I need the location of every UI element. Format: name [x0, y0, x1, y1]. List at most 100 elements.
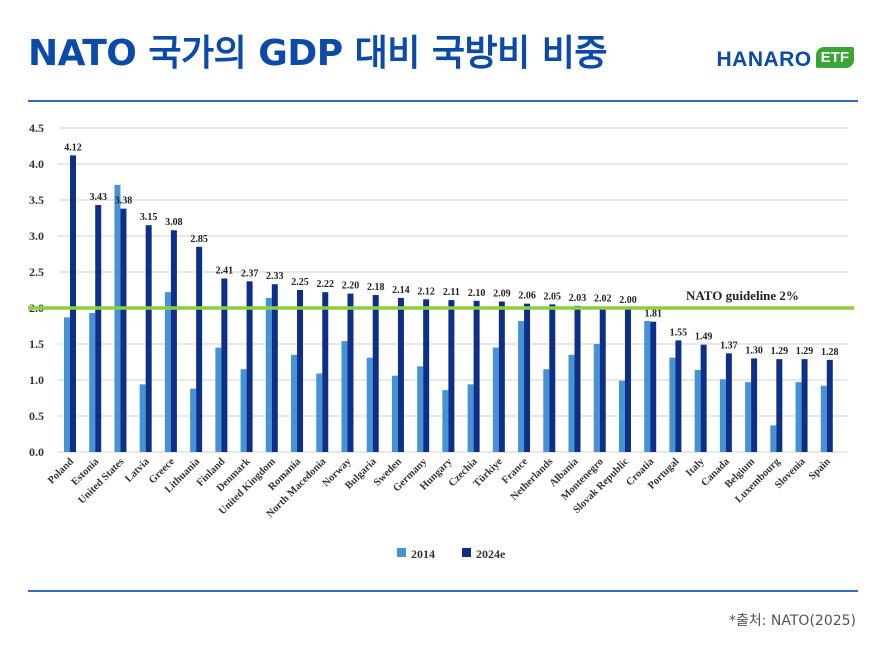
- bar-2014: [442, 390, 449, 452]
- legend-swatch-2024e: [462, 548, 471, 557]
- bar-2014: [215, 347, 222, 452]
- bar-2014: [593, 344, 600, 452]
- y-tick-label: 1.5: [29, 337, 44, 351]
- bar-2014: [190, 388, 197, 452]
- bar-2024e: [776, 359, 783, 452]
- bar-2024e: [801, 359, 808, 452]
- data-label-2024e: 2.33: [266, 271, 284, 282]
- top-divider: [28, 100, 858, 102]
- bar-2014: [719, 379, 726, 452]
- bar-2024e: [448, 300, 455, 452]
- y-tick-label: 4.5: [29, 121, 44, 135]
- bar-2024e: [624, 308, 631, 452]
- page-title: NATO 국가의 GDP 대비 국방비 비중: [28, 33, 608, 74]
- bar-2024e: [347, 293, 354, 452]
- bar-2014: [164, 292, 171, 452]
- data-label-2024e: 2.03: [569, 293, 587, 304]
- y-tick-label: 0.5: [29, 409, 44, 423]
- data-label-2024e: 3.38: [115, 196, 133, 207]
- y-tick-label: 4.0: [29, 157, 44, 171]
- bar-2014: [366, 357, 373, 452]
- data-label-2024e: 1.81: [644, 309, 662, 320]
- data-label-2024e: 1.28: [821, 347, 839, 358]
- bar-2024e: [473, 300, 480, 452]
- bar-2024e: [725, 353, 732, 452]
- data-label-2024e: 1.49: [695, 332, 713, 343]
- bar-2024e: [826, 359, 833, 452]
- data-label-2024e: 2.11: [443, 287, 460, 298]
- data-label-2024e: 2.37: [241, 268, 259, 279]
- bar-2024e: [196, 246, 203, 452]
- bar-2024e: [423, 299, 430, 452]
- data-label-2024e: 1.29: [796, 346, 814, 357]
- brand-logo: HANARO ETF: [716, 46, 854, 72]
- bar-2014: [518, 320, 525, 452]
- bar-2024e: [599, 306, 606, 452]
- bar-2024e: [650, 321, 657, 452]
- guideline-label: NATO guideline 2%: [686, 288, 799, 303]
- defense-spending-chart: 0.00.51.01.52.02.53.03.54.04.54.12Poland…: [28, 121, 854, 561]
- y-tick-label: 2.5: [29, 265, 44, 279]
- y-tick-label: 3.0: [29, 229, 44, 243]
- bar-2014: [417, 366, 424, 452]
- data-label-2024e: 3.15: [140, 212, 158, 223]
- data-label-2024e: 2.22: [317, 279, 335, 290]
- data-label-2024e: 2.00: [619, 295, 637, 306]
- data-label-2024e: 2.18: [367, 282, 385, 293]
- bar-2014: [820, 385, 827, 452]
- bar-2014: [543, 369, 550, 452]
- y-tick-label: 0.0: [29, 445, 44, 459]
- bar-2014: [114, 184, 121, 452]
- legend-swatch-2014: [397, 548, 406, 557]
- data-label-2024e: 2.06: [518, 291, 536, 302]
- bar-2014: [64, 317, 70, 452]
- legend-label-2024e: 2024e: [476, 547, 506, 561]
- bottom-divider: [28, 590, 858, 592]
- bar-2014: [139, 384, 146, 452]
- bar-2024e: [397, 297, 404, 452]
- bar-2024e: [297, 290, 304, 452]
- data-label-2024e: 2.20: [342, 281, 360, 292]
- y-tick-label: 1.0: [29, 373, 44, 387]
- bar-2014: [644, 320, 651, 452]
- bar-2024e: [322, 292, 329, 452]
- data-label-2024e: 2.10: [468, 288, 486, 299]
- x-category-label: Spain: [807, 456, 833, 482]
- data-label-2024e: 4.12: [64, 142, 82, 153]
- source-note: *출처: NATO(2025): [728, 613, 856, 629]
- bar-2014: [291, 354, 298, 452]
- bar-2014: [89, 313, 96, 452]
- bar-2024e: [70, 155, 76, 453]
- bar-2014: [694, 369, 701, 452]
- data-label-2024e: 2.41: [216, 265, 234, 276]
- data-label-2024e: 1.30: [745, 345, 763, 356]
- data-label-2024e: 1.37: [720, 340, 738, 351]
- data-label-2024e: 1.55: [670, 327, 688, 338]
- bar-2014: [568, 354, 575, 452]
- bar-2024e: [751, 358, 758, 452]
- bar-2014: [240, 369, 247, 452]
- bar-2014: [492, 347, 499, 452]
- bar-2024e: [549, 304, 556, 452]
- data-label-2024e: 2.05: [544, 291, 562, 302]
- bar-2024e: [221, 278, 228, 452]
- bar-2014: [316, 373, 323, 452]
- data-label-2024e: 2.85: [190, 234, 208, 245]
- bar-2014: [467, 384, 474, 452]
- data-label-2024e: 2.14: [392, 285, 410, 296]
- bar-2014: [795, 382, 802, 452]
- data-label-2024e: 3.43: [89, 192, 107, 203]
- y-tick-label: 3.5: [29, 193, 44, 207]
- brand-name: HANARO: [716, 48, 812, 71]
- data-label-2024e: 3.08: [165, 217, 183, 228]
- bar-2014: [391, 375, 398, 452]
- bar-2024e: [271, 284, 278, 452]
- brand-badge: ETF: [815, 46, 854, 68]
- data-label-2024e: 2.12: [417, 286, 435, 297]
- bar-2024e: [574, 305, 581, 452]
- bar-2024e: [524, 303, 531, 452]
- bar-2014: [669, 357, 676, 452]
- legend-label-2014: 2014: [411, 547, 435, 561]
- bar-2014: [618, 380, 625, 452]
- bar-2014: [770, 425, 777, 452]
